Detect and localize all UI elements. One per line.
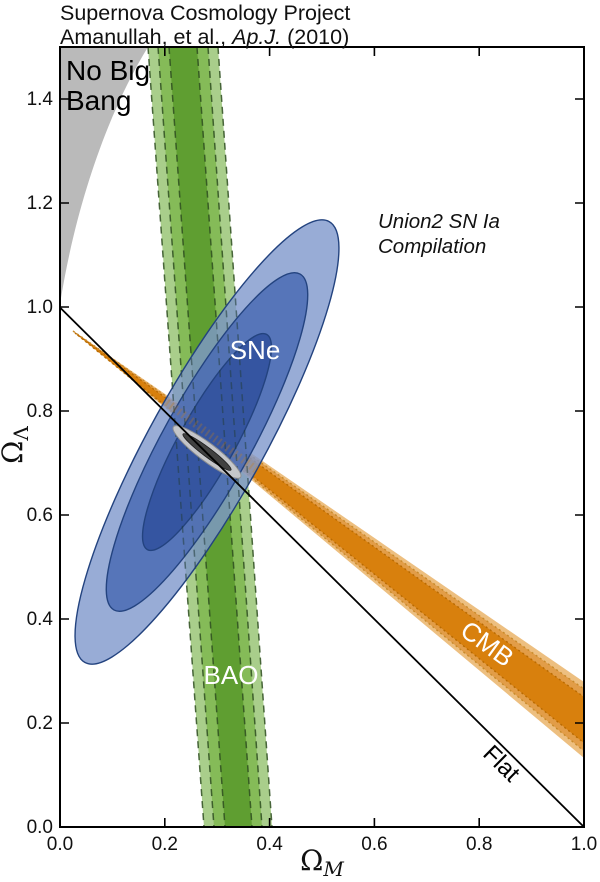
no-big-bang-region (60, 47, 148, 298)
y-tick-0.8: 0.8 (27, 401, 53, 422)
x-tick-labels: 0.0 0.2 0.4 0.6 0.8 1.0 (47, 834, 597, 855)
y-tick-labels: 0.0 0.2 0.4 0.6 0.8 1.0 1.2 1.4 (27, 89, 54, 838)
y-axis-label: ΩΛ (0, 426, 33, 464)
union2-annotation-line1: Union2 SN Ia (378, 210, 500, 233)
x-tick-0.2: 0.2 (152, 834, 178, 855)
x-tick-1.0: 1.0 (571, 834, 597, 855)
no-big-bang-label-line1: No Big (66, 55, 150, 86)
title-line2-journal: Ap.J. (230, 25, 281, 49)
y-tick-1.2: 1.2 (27, 193, 53, 214)
x-axis-omega: Ω (300, 844, 323, 877)
figure-title-line1: Supernova Cosmology Project (60, 1, 350, 25)
bao-label: BAO (204, 660, 259, 690)
no-big-bang-label-line2: Bang (66, 85, 131, 116)
y-axis-subscript: Λ (9, 426, 33, 442)
x-tick-0.8: 0.8 (466, 834, 492, 855)
y-tick-0.6: 0.6 (27, 505, 53, 526)
union2-annotation-line2: Compilation (378, 235, 486, 258)
x-axis-subscript: M (322, 857, 344, 881)
title-line2-suffix: (2010) (281, 25, 349, 49)
plot-frame (59, 46, 585, 828)
title-line2-prefix: Amanullah, et al., (60, 25, 232, 49)
x-tick-0.4: 0.4 (256, 834, 283, 855)
axis-ticks (59, 47, 585, 828)
y-tick-0.2: 0.2 (27, 713, 53, 734)
flat-label: Flat (478, 740, 526, 788)
y-tick-0.0: 0.0 (27, 817, 53, 838)
y-tick-0.4: 0.4 (27, 609, 54, 630)
x-axis-label: ΩM (300, 844, 344, 881)
sne-label: SNe (230, 335, 281, 365)
bao-dashes-through-sne (147, 193, 273, 691)
figure-title-line2: Amanullah, et al., Ap.J. (2010) (60, 25, 349, 49)
y-axis-omega: Ω (0, 441, 29, 464)
flat-universe-line (59, 306, 585, 828)
x-tick-0.6: 0.6 (361, 834, 387, 855)
y-tick-1.4: 1.4 (27, 89, 54, 110)
x-tick-0.0: 0.0 (47, 834, 73, 855)
y-tick-1.0: 1.0 (27, 297, 53, 318)
